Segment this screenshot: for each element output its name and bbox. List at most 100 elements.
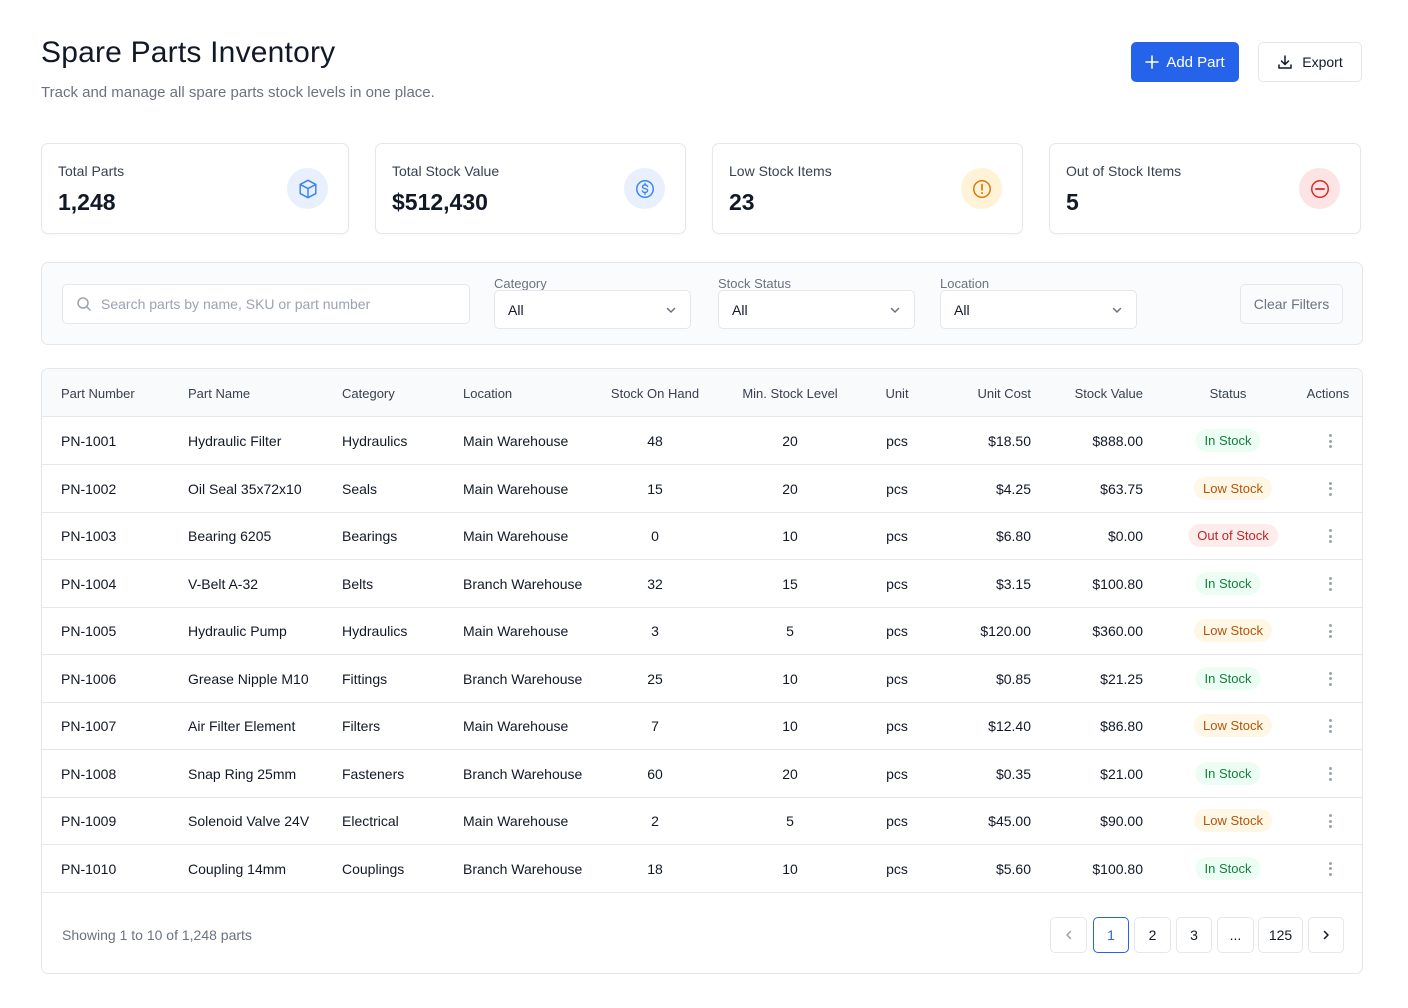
cell-min-stock: 10 <box>782 528 798 544</box>
cell-unit: pcs <box>886 623 908 639</box>
more-actions-icon[interactable] <box>1324 812 1336 830</box>
cell-min-stock: 10 <box>782 670 798 687</box>
cell-stock-value: $21.00 <box>1100 765 1143 782</box>
header-part-name: Part Name <box>188 386 251 401</box>
cell-unit-cost: $120.00 <box>980 623 1031 639</box>
header-min-stock: Min. Stock Level <box>742 386 838 401</box>
status-badge: Low Stock <box>1194 619 1272 642</box>
cell-category: Fittings <box>342 670 388 687</box>
cell-stock-on-hand: 48 <box>647 433 663 449</box>
cell-part-number: PN-1008 <box>61 765 117 782</box>
page-button-2[interactable]: 2 <box>1134 917 1171 953</box>
export-label: Export <box>1302 54 1343 70</box>
header-stock-on-hand: Stock On Hand <box>610 386 700 401</box>
more-actions-icon[interactable] <box>1324 860 1336 878</box>
category-select[interactable]: All <box>494 290 691 329</box>
cell-category: Hydraulics <box>342 433 408 449</box>
page-button-3[interactable]: 3 <box>1176 917 1212 953</box>
cell-unit-cost: $45.00 <box>988 813 1031 829</box>
cell-unit-cost: $6.80 <box>995 528 1031 544</box>
plus-icon <box>1145 55 1160 69</box>
cell-stock-on-hand: 2 <box>651 813 659 829</box>
stock-status-label: Stock Status <box>718 276 791 291</box>
cell-unit-cost: $18.50 <box>988 433 1031 449</box>
cell-unit-cost: $4.25 <box>995 480 1031 497</box>
cell-unit-cost: $3.15 <box>995 575 1031 592</box>
cell-min-stock: 20 <box>782 765 798 782</box>
cell-category: Electrical <box>342 813 399 829</box>
stat-card-out-of-stock: Out of Stock Items 5 <box>1049 143 1361 234</box>
location-select[interactable]: All <box>940 290 1137 329</box>
search-box[interactable] <box>62 284 470 324</box>
search-input[interactable] <box>101 296 461 312</box>
cell-stock-value: $360.00 <box>1092 623 1143 639</box>
stat-value: 23 <box>729 189 755 215</box>
cell-part-number: PN-1007 <box>61 718 117 734</box>
cell-part-number: PN-1001 <box>61 433 117 449</box>
parts-table: Part Number Part Name Category Location … <box>41 368 1363 974</box>
more-actions-icon[interactable] <box>1324 765 1336 783</box>
page-title: Spare Parts Inventory <box>41 36 336 69</box>
export-button[interactable]: Export <box>1258 42 1362 82</box>
next-page-button[interactable] <box>1308 917 1344 953</box>
more-actions-icon[interactable] <box>1324 717 1336 735</box>
more-actions-icon[interactable] <box>1324 527 1336 545</box>
header-part-number: Part Number <box>61 386 135 401</box>
cell-category: Couplings <box>342 860 405 877</box>
cell-stock-value: $86.80 <box>1100 718 1143 734</box>
cell-part-number: PN-1004 <box>61 575 117 592</box>
cell-min-stock: 5 <box>786 813 794 829</box>
cell-unit: pcs <box>886 718 908 734</box>
stat-card-total-parts: Total Parts 1,248 <box>41 143 349 234</box>
cell-location: Main Warehouse <box>463 718 569 734</box>
header-unit: Unit <box>885 386 909 401</box>
cell-location: Main Warehouse <box>463 813 569 829</box>
cell-stock-value: $888.00 <box>1092 433 1143 449</box>
cell-part-name: Coupling 14mm <box>188 860 287 877</box>
cell-category: Bearings <box>342 528 398 544</box>
page-button-1[interactable]: 1 <box>1093 917 1129 953</box>
download-icon <box>1278 55 1293 69</box>
cell-min-stock: 20 <box>782 433 798 449</box>
stat-value: 1,248 <box>58 189 116 215</box>
stock-status-select[interactable]: All <box>718 290 915 329</box>
cell-category: Seals <box>342 480 378 497</box>
more-actions-icon[interactable] <box>1324 622 1336 640</box>
header-category: Category <box>342 386 395 401</box>
cell-part-number: PN-1006 <box>61 670 117 687</box>
more-actions-icon[interactable] <box>1324 575 1336 593</box>
header-location: Location <box>463 386 513 401</box>
table-row: PN-1005 Hydraulic Pump Hydraulics Main Ware… <box>42 607 1362 655</box>
clear-filters-button[interactable]: Clear Filters <box>1240 284 1343 324</box>
add-part-button[interactable]: Add Part <box>1131 42 1239 82</box>
cell-stock-value: $100.80 <box>1092 860 1143 877</box>
cell-category: Belts <box>342 575 374 592</box>
table-row: PN-1002 Oil Seal 35x72x10 Seals Main Wareho… <box>42 465 1362 513</box>
cell-stock-value: $100.80 <box>1092 575 1143 592</box>
stat-label: Total Stock Value <box>392 163 500 179</box>
cell-min-stock: 10 <box>782 718 798 734</box>
more-actions-icon[interactable] <box>1324 432 1336 450</box>
status-badge: In Stock <box>1195 571 1261 595</box>
prev-page-button[interactable] <box>1050 917 1087 953</box>
cell-location: Main Warehouse <box>463 528 569 544</box>
category-value: All <box>508 301 524 318</box>
stock-status-value: All <box>732 301 748 318</box>
stat-label: Low Stock Items <box>729 163 832 179</box>
cell-stock-value: $63.75 <box>1100 480 1143 497</box>
page-button-125[interactable]: 125 <box>1258 917 1303 953</box>
cell-unit: pcs <box>886 670 908 687</box>
chevron-right-icon <box>1323 930 1329 940</box>
page-header: Spare Parts Inventory Track and manage a… <box>41 36 435 101</box>
cell-category: Filters <box>342 718 381 734</box>
status-badge: In Stock <box>1195 856 1261 880</box>
more-actions-icon[interactable] <box>1324 480 1336 498</box>
stat-card-low-stock: Low Stock Items 23 <box>712 143 1023 234</box>
more-actions-icon[interactable] <box>1324 670 1336 688</box>
alert-icon <box>961 168 1002 209</box>
dollar-icon <box>624 168 665 209</box>
cell-unit: pcs <box>886 480 908 497</box>
cube-icon <box>287 168 328 209</box>
cell-part-number: PN-1003 <box>61 528 117 544</box>
table-row: PN-1004 V-Belt A-32 Belts Branch Warehouse 3… <box>42 560 1362 608</box>
